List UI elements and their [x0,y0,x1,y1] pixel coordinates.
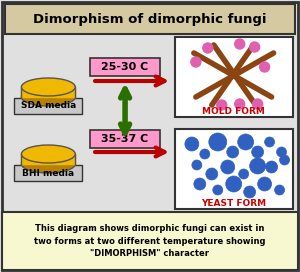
Circle shape [192,160,202,170]
Circle shape [235,99,245,109]
Circle shape [250,158,266,174]
Ellipse shape [21,155,75,173]
Circle shape [209,133,227,151]
Circle shape [217,100,227,110]
Text: 35-37 C: 35-37 C [101,134,149,144]
Polygon shape [21,87,75,97]
Text: MOLD FORM: MOLD FORM [202,107,265,116]
FancyBboxPatch shape [175,129,292,209]
Circle shape [252,146,264,158]
FancyBboxPatch shape [90,130,160,148]
Circle shape [277,147,286,157]
Text: YEAST FORM: YEAST FORM [201,199,266,209]
Circle shape [260,62,270,72]
Circle shape [265,137,275,147]
Circle shape [235,39,245,49]
Circle shape [221,160,235,174]
FancyBboxPatch shape [5,4,295,34]
Circle shape [203,43,213,53]
Circle shape [191,57,201,67]
Circle shape [239,169,249,179]
Circle shape [258,177,272,191]
Circle shape [250,42,260,52]
Ellipse shape [21,145,75,163]
Ellipse shape [21,78,75,96]
FancyBboxPatch shape [2,2,298,270]
Circle shape [213,185,223,195]
Circle shape [200,149,210,159]
Circle shape [227,146,239,158]
Circle shape [194,178,206,190]
Circle shape [266,161,278,173]
Text: BHI media: BHI media [22,168,74,178]
Circle shape [226,176,242,192]
Circle shape [238,134,254,150]
FancyBboxPatch shape [14,98,82,114]
Circle shape [274,185,285,195]
Polygon shape [21,154,75,164]
FancyBboxPatch shape [175,37,292,117]
Text: 25-30 C: 25-30 C [101,62,149,72]
Circle shape [253,99,262,109]
Circle shape [206,168,218,180]
FancyBboxPatch shape [90,58,160,76]
Ellipse shape [21,88,75,106]
Circle shape [185,137,199,151]
Text: This diagram shows dimorphic fungi can exist in
two forms at two different tempe: This diagram shows dimorphic fungi can e… [34,224,266,258]
FancyBboxPatch shape [2,212,298,270]
Text: Dimorphism of dimorphic fungi: Dimorphism of dimorphic fungi [33,13,267,26]
FancyBboxPatch shape [14,165,82,181]
Circle shape [280,155,290,165]
Text: SDA media: SDA media [21,101,76,110]
Circle shape [244,186,256,198]
